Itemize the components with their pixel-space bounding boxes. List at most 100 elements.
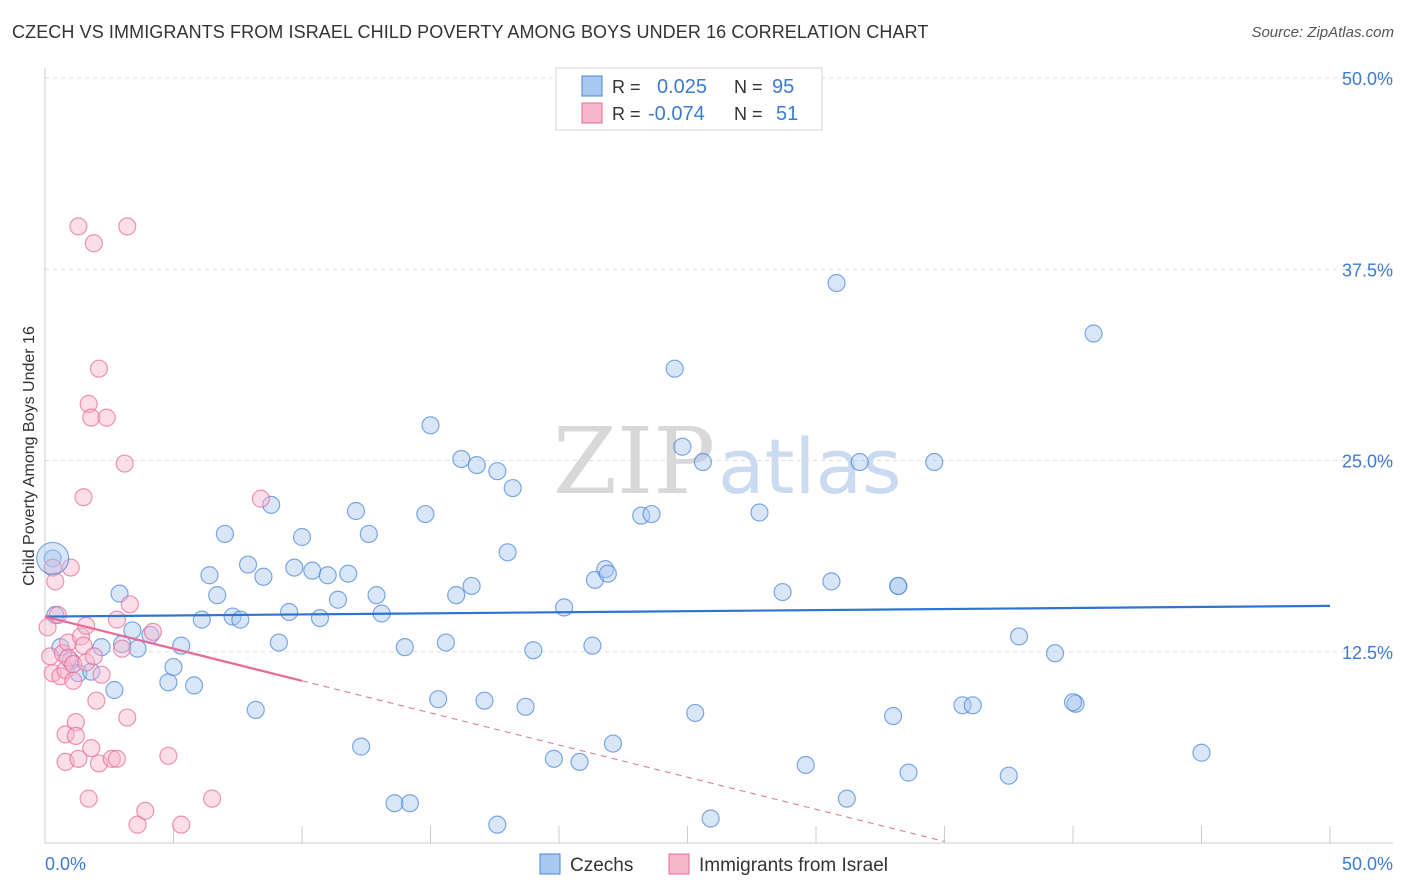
- bottom-legend-swatch-israel: [668, 853, 690, 875]
- czechs-point: [269, 633, 288, 652]
- czechs-trend-line: [44, 604, 1331, 618]
- czechs-point: [503, 478, 522, 498]
- israel-point: [79, 394, 98, 413]
- axes: [44, 68, 1393, 844]
- czechs-point: [603, 734, 623, 753]
- bottom-legend-czechs: Czechs: [570, 855, 633, 876]
- israel-point: [172, 815, 191, 834]
- czechs-point: [285, 558, 304, 577]
- czechs-point: [395, 638, 414, 657]
- czechs-point: [367, 586, 386, 605]
- israel-point: [84, 647, 103, 666]
- czechs-point: [164, 657, 183, 677]
- israel-point: [102, 749, 121, 768]
- czechs-point: [429, 690, 448, 709]
- y-tick-label: 50.0%: [1342, 69, 1393, 89]
- czechs-point: [475, 691, 494, 710]
- legend-swatch-israel: [581, 102, 603, 124]
- czechs-point: [827, 273, 846, 293]
- israel-trend-line: [44, 615, 303, 682]
- chart-title: CZECH VS IMMIGRANTS FROM ISRAEL CHILD PO…: [12, 22, 929, 42]
- czechs-point: [192, 610, 211, 629]
- israel-point: [118, 217, 137, 236]
- israel-trend-line-extrapolated: [301, 680, 945, 842]
- israel-point: [159, 746, 178, 765]
- czechs-point: [92, 638, 111, 657]
- israel-point: [82, 408, 101, 427]
- czechs-point: [516, 697, 535, 716]
- czechs-point: [773, 582, 792, 602]
- legend-r-label: R =: [612, 104, 641, 124]
- czechs-point: [1063, 693, 1083, 712]
- legend-r-value: 0.025: [657, 76, 707, 98]
- israel-point: [202, 789, 222, 808]
- czechs-point: [128, 639, 147, 658]
- legend-r-label: R =: [612, 77, 641, 97]
- israel-point: [112, 639, 132, 658]
- czechs-point-large: [36, 541, 70, 576]
- israel-point: [74, 488, 93, 507]
- czechs-point: [447, 586, 466, 605]
- israel-point: [69, 749, 88, 768]
- czechs-point: [488, 462, 507, 481]
- czechs-point: [436, 633, 456, 652]
- czechs-point: [339, 564, 358, 583]
- bottom-legend: Czechs Immigrants from Israel: [539, 853, 888, 876]
- czechs-point: [467, 455, 486, 475]
- czechs-point: [310, 608, 330, 628]
- watermark-atlas: atlas: [718, 422, 902, 511]
- legend-r-value: -0.074: [648, 103, 705, 125]
- czechs-point: [200, 566, 219, 585]
- israel-point: [38, 618, 57, 637]
- czechs-point: [280, 602, 299, 622]
- czechs-point: [925, 452, 944, 472]
- czechs-point: [359, 524, 378, 544]
- czechs-point: [570, 752, 589, 772]
- legend-n-value: 95: [772, 76, 794, 98]
- czechs-point: [1192, 743, 1211, 762]
- israel-point: [89, 359, 109, 378]
- tick-labels: 12.5% 25.0% 37.5% 50.0% 0.0% 50.0%: [45, 69, 1393, 874]
- czechs-point: [953, 696, 972, 715]
- israel-point: [143, 622, 163, 641]
- czechs-point: [208, 586, 227, 605]
- israel-point: [118, 708, 137, 727]
- trend-lines: [44, 604, 1331, 842]
- israel-point: [69, 217, 88, 236]
- czechs-point: [346, 501, 366, 521]
- y-tick-label: 12.5%: [1342, 643, 1393, 663]
- israel-point: [92, 665, 111, 684]
- czechs-point: [352, 737, 371, 756]
- israel-point: [79, 789, 98, 808]
- czechs-point: [318, 566, 337, 585]
- israel-point: [97, 408, 116, 427]
- czechs-point: [822, 572, 841, 591]
- legend-n-label: N =: [734, 77, 763, 97]
- czechs-point: [693, 452, 713, 472]
- legend-box: R = 0.025 N = 95 R = -0.074 N = 51: [555, 67, 823, 131]
- source-label: Source: ZipAtlas.com: [1251, 24, 1394, 41]
- czechs-point: [686, 703, 705, 723]
- czechs-point: [850, 452, 869, 472]
- czechs-point: [837, 789, 856, 808]
- czechs-point: [82, 662, 101, 681]
- czechs-point: [498, 543, 517, 562]
- czechs-point: [889, 576, 908, 596]
- czechs-point: [1084, 324, 1103, 343]
- legend-n-label: N =: [734, 104, 763, 124]
- czechs-point: [328, 590, 348, 609]
- israel-point: [107, 749, 127, 768]
- czechs-point: [544, 749, 563, 768]
- y-tick-label: 37.5%: [1342, 260, 1393, 280]
- czechs-point: [963, 696, 982, 715]
- bottom-legend-swatch-czechs: [539, 853, 561, 875]
- israel-point: [82, 739, 101, 758]
- czechs-point: [416, 504, 435, 524]
- czechs-point: [701, 809, 720, 828]
- czechs-point: [184, 676, 204, 695]
- israel-point: [61, 558, 80, 577]
- legend-swatch-czechs: [581, 75, 603, 97]
- czechs-point: [215, 524, 234, 544]
- czechs-point: [642, 504, 661, 524]
- czechs-point: [750, 503, 769, 522]
